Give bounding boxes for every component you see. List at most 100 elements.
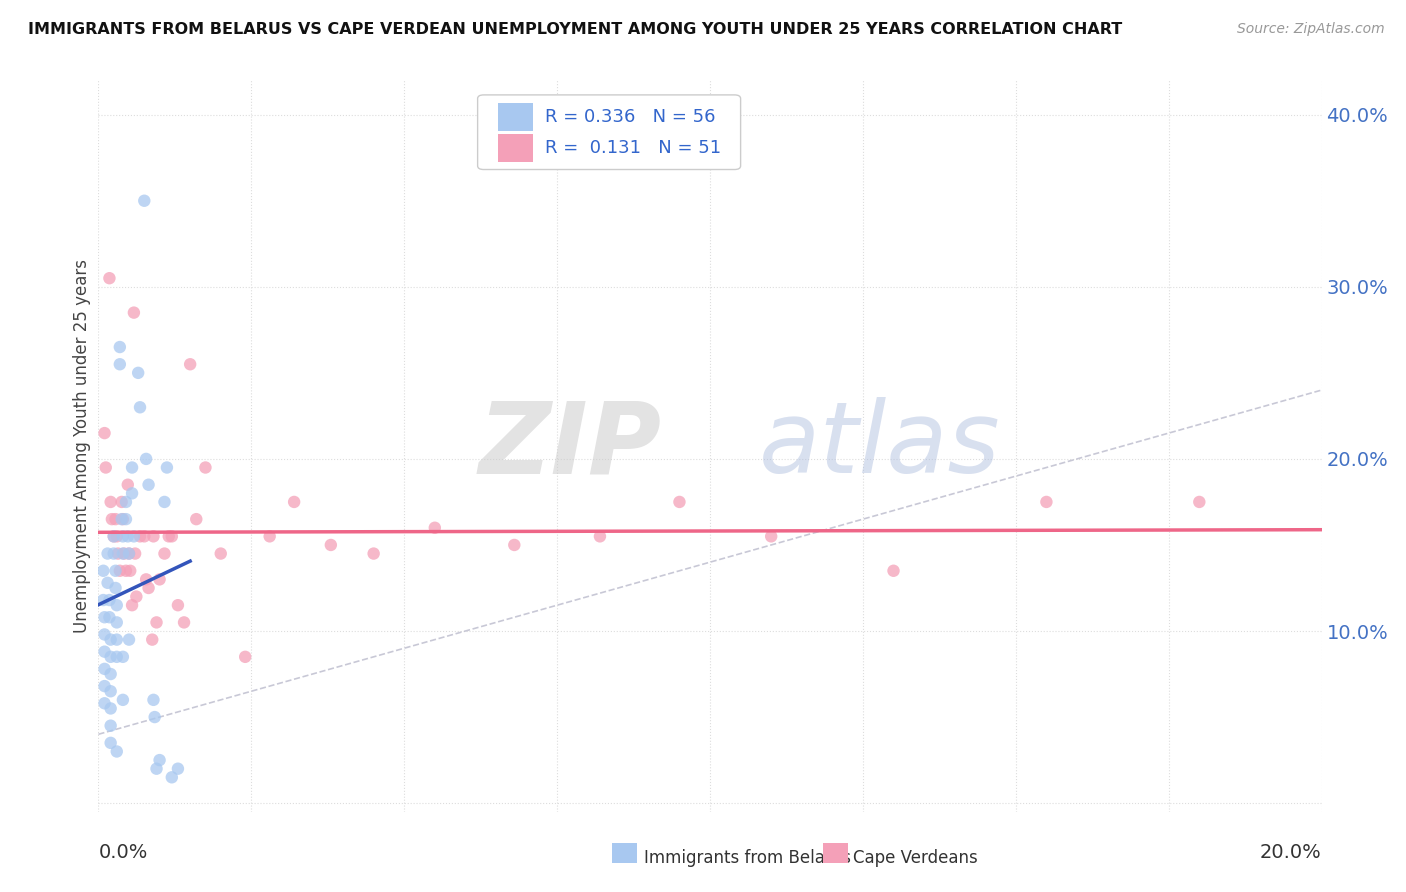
FancyBboxPatch shape (478, 95, 741, 169)
Point (157, 529, 180, 543)
Point (100, 667, 122, 681)
Point (111, 512, 134, 526)
Point (117, 529, 139, 543)
Point (120, 564, 142, 578)
Point (118, 547, 141, 561)
Point (138, 581, 160, 595)
Point (111, 529, 134, 543)
Point (100, 684, 122, 698)
Point (668, 495, 690, 509)
Point (134, 194, 156, 208)
Point (259, 529, 281, 543)
Point (105, 649, 128, 664)
Point (121, 460, 143, 475)
Point (134, 529, 156, 543)
Point (100, 649, 122, 664)
Point (138, 477, 160, 491)
Point (124, 547, 146, 561)
Point (160, 529, 183, 543)
Point (111, 512, 134, 526)
Point (104, 564, 127, 578)
Point (111, 547, 134, 561)
Text: R = 0.336   N = 56: R = 0.336 N = 56 (546, 108, 716, 126)
Point (589, 529, 612, 543)
Text: Cape Verdeans: Cape Verdeans (853, 849, 979, 867)
Text: atlas: atlas (759, 398, 1001, 494)
Point (100, 736, 122, 750)
Point (105, 615, 128, 630)
Point (143, 710, 166, 724)
Text: IMMIGRANTS FROM BELARUS VS CAPE VERDEAN UNEMPLOYMENT AMONG YOUTH UNDER 25 YEARS : IMMIGRANTS FROM BELARUS VS CAPE VERDEAN … (28, 22, 1122, 37)
Point (108, 564, 131, 578)
Point (98, 610, 121, 624)
Point (97, 547, 120, 561)
Bar (498, 135, 533, 162)
Point (100, 632, 122, 647)
Point (98, 271, 121, 285)
Bar (498, 103, 533, 131)
Point (156, 460, 179, 475)
Point (98, 593, 121, 607)
Point (93, 696, 115, 710)
Text: Immigrants from Belarus: Immigrants from Belarus (644, 849, 851, 867)
Point (93, 662, 115, 676)
Point (115, 512, 138, 526)
Point (125, 590, 148, 604)
Point (103, 547, 125, 561)
Point (93, 610, 115, 624)
Point (111, 495, 134, 509)
Point (104, 512, 127, 526)
Point (167, 762, 190, 776)
Text: 0.0%: 0.0% (98, 843, 148, 862)
Point (363, 547, 385, 561)
Point (103, 529, 125, 543)
Point (883, 564, 905, 578)
Point (121, 486, 143, 500)
Point (105, 632, 128, 647)
Point (209, 547, 232, 561)
Text: 20.0%: 20.0% (1260, 843, 1322, 862)
Point (103, 529, 125, 543)
Point (423, 521, 446, 535)
Point (93, 426, 115, 441)
Point (129, 529, 152, 543)
Point (153, 495, 176, 509)
Point (105, 744, 128, 758)
Point (100, 701, 122, 715)
Y-axis label: Unemployment Among Youth under 25 years: Unemployment Among Youth under 25 years (73, 259, 91, 633)
Point (283, 495, 305, 509)
Point (1035, 495, 1057, 509)
Point (122, 529, 145, 543)
Point (179, 357, 201, 371)
Point (135, 573, 157, 587)
Point (91, 564, 114, 578)
Point (1188, 495, 1211, 509)
Point (167, 598, 190, 612)
Text: R =  0.131   N = 51: R = 0.131 N = 51 (546, 139, 721, 157)
Point (127, 366, 149, 380)
Point (97, 575, 120, 590)
Point (503, 538, 526, 552)
Point (153, 547, 176, 561)
Point (93, 627, 115, 641)
Point (160, 770, 183, 784)
Point (145, 615, 167, 630)
Point (111, 693, 134, 707)
Point (93, 645, 115, 659)
Text: ZIP: ZIP (478, 398, 661, 494)
Point (112, 547, 135, 561)
Point (115, 564, 138, 578)
Point (115, 495, 138, 509)
Text: Source: ZipAtlas.com: Source: ZipAtlas.com (1237, 22, 1385, 37)
Point (142, 529, 165, 543)
Point (129, 401, 152, 415)
Point (107, 547, 129, 561)
Point (118, 632, 141, 647)
Point (104, 581, 127, 595)
Point (105, 529, 128, 543)
Point (117, 477, 139, 491)
Point (105, 598, 128, 612)
Point (135, 451, 157, 466)
Point (186, 512, 208, 526)
Point (108, 357, 131, 371)
